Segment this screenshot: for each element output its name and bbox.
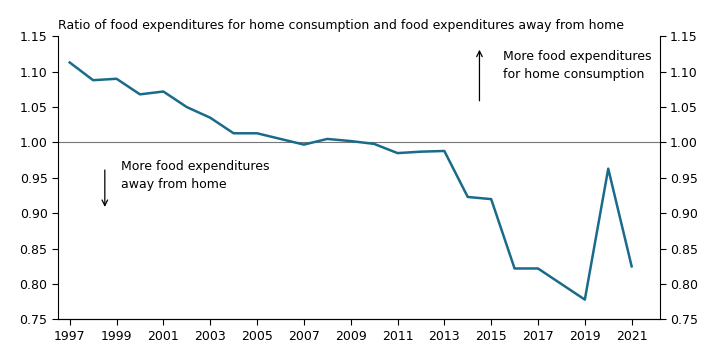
Text: Ratio of food expenditures for home consumption and food expenditures away from : Ratio of food expenditures for home cons…: [58, 19, 624, 32]
Text: More food expenditures
for home consumption: More food expenditures for home consumpt…: [503, 50, 651, 81]
Text: More food expenditures
away from home: More food expenditures away from home: [121, 160, 270, 191]
